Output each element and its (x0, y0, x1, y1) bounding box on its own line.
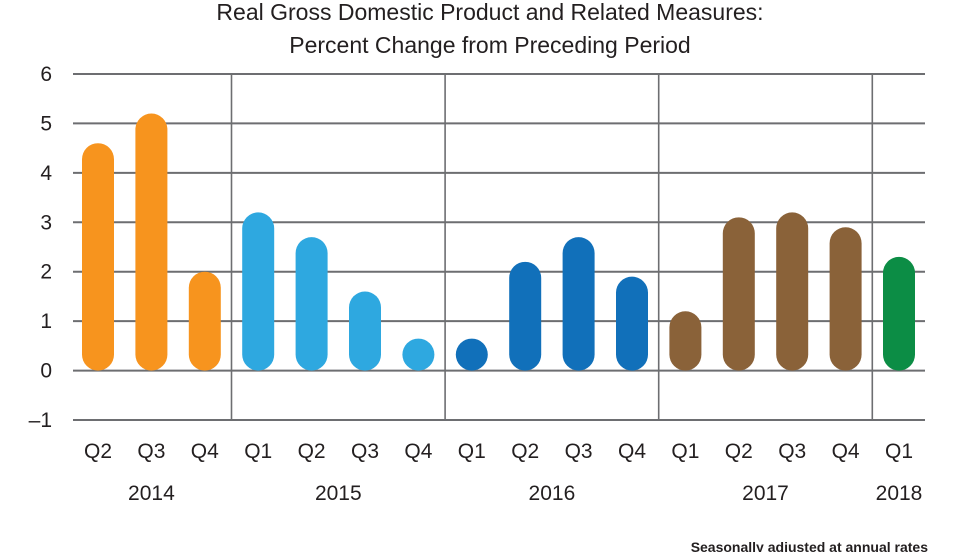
x-tick-label: Q3 (565, 440, 593, 463)
x-axis-quarter-labels: Q2 Q3 Q4 Q1 Q2 Q3 Q4 Q1 Q2 Q3 Q4 Q1 Q2 Q3 Q4 Q1 (84, 440, 913, 463)
bar-2017-q1 (669, 311, 702, 371)
x-tick-label: Q4 (191, 440, 219, 463)
bar-2016-q1 (455, 338, 488, 371)
bar-2014-q4 (188, 271, 221, 371)
x-tick-label: Q2 (298, 440, 326, 463)
x-tick-label: Q4 (618, 440, 646, 463)
bar-2017-q4 (829, 227, 862, 371)
bar-2018-q1 (883, 256, 915, 371)
chart-title-line-1: Real Gross Domestic Product and Related … (216, 0, 763, 25)
x-tick-label: Q2 (511, 440, 539, 463)
bar-2014-q3 (135, 113, 168, 371)
x-tick-label: Q4 (832, 440, 860, 463)
bars (82, 113, 915, 371)
bar-2016-q2 (509, 261, 542, 371)
x-tick-label: Q3 (351, 440, 379, 463)
bar-2015-q4 (402, 338, 435, 371)
bar-2014-q2 (82, 143, 114, 371)
chart-title: Real Gross Domestic Product and Related … (216, 0, 763, 58)
year-label-2015: 2015 (315, 482, 362, 505)
x-tick-label: Q1 (885, 440, 913, 463)
year-label-2016: 2016 (529, 482, 576, 505)
x-tick-label: Q4 (404, 440, 432, 463)
bar-2017-q2 (722, 217, 755, 371)
bar-2015-q3 (349, 291, 381, 371)
x-tick-label: Q3 (778, 440, 806, 463)
y-tick-label: 0 (40, 360, 52, 383)
x-tick-label: Q1 (671, 440, 699, 463)
y-tick-label: 1 (40, 310, 52, 333)
bar-2015-q2 (295, 237, 328, 371)
y-tick-label: 2 (40, 261, 52, 284)
y-tick-label: 4 (40, 162, 52, 185)
y-tick-label: 3 (40, 211, 52, 234)
y-tick-label: –1 (29, 409, 52, 432)
year-dividers (230, 74, 874, 420)
x-axis-year-labels: 2014 2015 2016 2017 2018 (128, 482, 922, 505)
x-tick-label: Q2 (84, 440, 112, 463)
y-tick-label: 6 (40, 63, 52, 86)
x-tick-label: Q1 (244, 440, 272, 463)
bar-2015-q1 (242, 212, 275, 371)
y-axis-tick-labels: 6 5 4 3 2 1 0 –1 (29, 63, 53, 432)
bar-2017-q3 (776, 212, 809, 371)
y-tick-label: 5 (40, 112, 52, 135)
year-label-2018: 2018 (876, 482, 923, 505)
bar-2016-q4 (616, 276, 648, 371)
bar-2016-q3 (562, 237, 595, 371)
footnote: Seasonally adjusted at annual rates (691, 539, 929, 552)
x-tick-label: Q1 (458, 440, 486, 463)
year-label-2017: 2017 (742, 482, 789, 505)
x-tick-label: Q3 (137, 440, 165, 463)
x-tick-label: Q2 (725, 440, 753, 463)
chart-title-line-2: Percent Change from Preceding Period (289, 32, 690, 58)
year-label-2014: 2014 (128, 482, 175, 505)
